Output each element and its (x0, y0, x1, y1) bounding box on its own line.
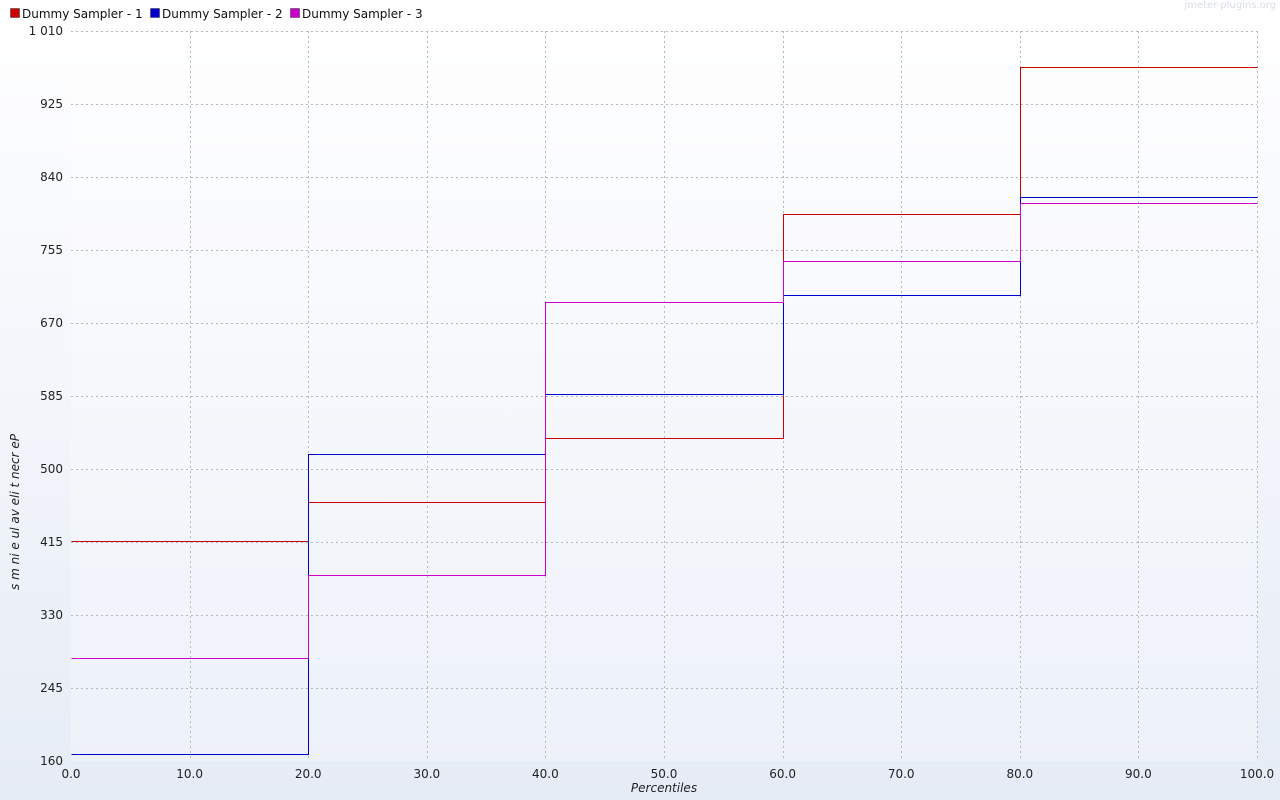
x-tick-label: 100.0 (1240, 767, 1274, 781)
y-tick-label: 160 (40, 754, 63, 768)
y-axis-label: s m ni e ul av eli t necr eP (8, 433, 22, 590)
x-tick-label: 90.0 (1125, 767, 1152, 781)
x-tick-label: 60.0 (769, 767, 796, 781)
x-tick-label: 10.0 (176, 767, 203, 781)
series-line-3 (71, 203, 1258, 659)
y-tick-label: 755 (40, 243, 63, 257)
y-tick-label: 925 (40, 97, 63, 111)
y-tick-label: 415 (40, 535, 63, 549)
x-axis-label: Percentiles (631, 781, 697, 795)
legend-item-1: Dummy Sampler - 1 (10, 7, 143, 21)
grid (71, 31, 1258, 761)
y-tick-label: 245 (40, 681, 63, 695)
legend-label: Dummy Sampler - 2 (162, 7, 283, 21)
x-tick-label: 80.0 (1006, 767, 1033, 781)
x-tick-label: 70.0 (888, 767, 915, 781)
y-tick-label: 670 (40, 316, 63, 330)
legend-swatch (290, 8, 300, 18)
y-tick-label: 585 (40, 389, 63, 403)
legend-label: Dummy Sampler - 3 (302, 7, 423, 21)
x-tick-label: 20.0 (295, 767, 322, 781)
y-tick-label: 840 (40, 170, 63, 184)
x-tick-label: 40.0 (532, 767, 559, 781)
legend-label: Dummy Sampler - 1 (22, 7, 143, 21)
y-tick-label: 330 (40, 608, 63, 622)
legend-item-3: Dummy Sampler - 3 (290, 7, 423, 21)
x-tick-label: 30.0 (413, 767, 440, 781)
axes: 0.0 10.0 20.0 30.0 40.0 50.0 60.0 70.0 80.0 90.0 1… (29, 24, 1275, 781)
y-tick-label: 500 (40, 462, 63, 476)
x-tick-label: 50.0 (651, 767, 678, 781)
series-layer (71, 67, 1258, 755)
legend-swatch (10, 8, 20, 18)
legend-swatch (150, 8, 160, 18)
legend-item-2: Dummy Sampler - 2 (150, 7, 283, 21)
x-tick-label: 0.0 (61, 767, 80, 781)
y-tick-label: 1 010 (29, 24, 63, 38)
legend: Dummy Sampler - 1 Dummy Sampler - 2 Dummy … (10, 7, 423, 21)
watermark-text: jmeter-plugins.org (1183, 0, 1276, 11)
